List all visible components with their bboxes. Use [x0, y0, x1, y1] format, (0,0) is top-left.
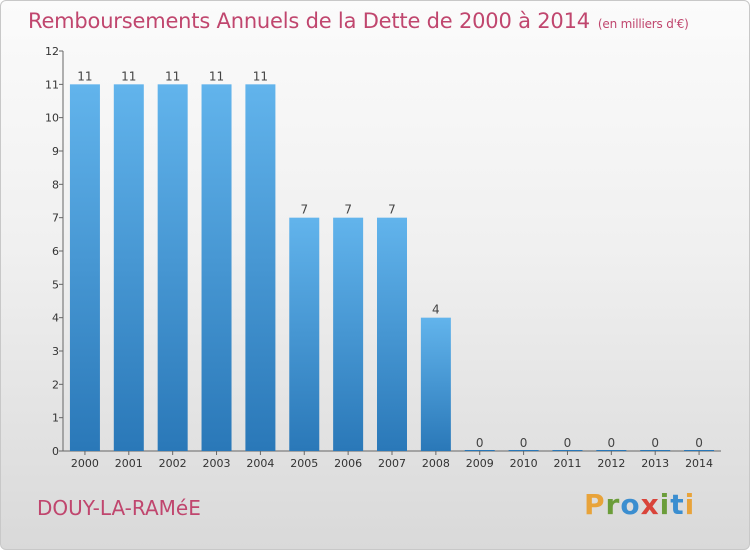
bar	[552, 450, 583, 451]
bar-value-label: 7	[300, 203, 308, 217]
bar	[596, 450, 627, 451]
bar	[508, 450, 539, 451]
x-tick-label: 2000	[71, 457, 99, 470]
bar	[377, 217, 407, 451]
bar	[157, 84, 188, 451]
bar-value-label: 7	[388, 203, 396, 217]
bar-value-label: 7	[344, 203, 352, 217]
y-tick-label: 12	[45, 45, 59, 58]
y-tick-label: 4	[52, 312, 59, 325]
y-tick-label: 7	[52, 212, 59, 225]
y-tick-label: 1	[52, 412, 59, 425]
bar	[464, 450, 495, 451]
bar	[113, 84, 144, 451]
x-tick-label: 2010	[510, 457, 538, 470]
commune-name: DOUY-LA-RAMéE	[37, 496, 201, 520]
bar	[640, 450, 671, 451]
bar-value-label: 0	[695, 436, 703, 450]
y-tick-label: 0	[52, 445, 59, 458]
logo-letter: t	[670, 488, 685, 521]
bar	[420, 317, 451, 451]
bar-value-label: 0	[476, 436, 484, 450]
logo-letter: r	[605, 488, 621, 521]
bar-value-label: 11	[253, 69, 268, 83]
bar-value-label: 0	[564, 436, 572, 450]
y-tick-label: 11	[45, 78, 59, 91]
chart-title: Remboursements Annuels de la Dette de 20…	[28, 9, 689, 33]
y-tick-label: 6	[52, 245, 59, 258]
x-tick-label: 2011	[553, 457, 581, 470]
bar	[69, 84, 100, 451]
bar	[333, 217, 364, 451]
logo-letter: x	[640, 488, 660, 521]
bar-value-label: 0	[651, 436, 659, 450]
x-tick-label: 2008	[422, 457, 450, 470]
x-tick-label: 2014	[685, 457, 713, 470]
x-tick-label: 2001	[115, 457, 143, 470]
proxiti-logo: Proxiti	[584, 488, 695, 521]
bar-value-label: 0	[608, 436, 616, 450]
y-tick-label: 3	[52, 345, 59, 358]
x-tick-label: 2012	[597, 457, 625, 470]
x-tick-label: 2006	[334, 457, 362, 470]
chart-unit: (en milliers d'€)	[597, 17, 689, 31]
x-tick-label: 2007	[378, 457, 406, 470]
logo-letter: i	[684, 488, 696, 521]
bar	[289, 217, 320, 451]
y-tick-label: 10	[45, 112, 59, 125]
y-tick-label: 5	[52, 278, 59, 291]
bar	[201, 84, 232, 451]
x-tick-label: 2009	[466, 457, 494, 470]
bar-value-label: 4	[432, 303, 440, 317]
logo-letter: P	[584, 488, 606, 521]
chart-title-text: Remboursements Annuels de la Dette de 20…	[28, 9, 590, 33]
bar-value-label: 11	[209, 69, 224, 83]
bar-value-label: 11	[165, 69, 180, 83]
logo-letter: i	[659, 488, 671, 521]
bar-value-label: 11	[121, 69, 136, 83]
bar	[245, 84, 276, 451]
bar	[684, 450, 715, 451]
x-tick-label: 2005	[290, 457, 318, 470]
logo-letter: o	[620, 488, 641, 521]
y-tick-label: 2	[52, 378, 59, 391]
bar-value-label: 0	[520, 436, 528, 450]
x-tick-label: 2013	[641, 457, 669, 470]
x-tick-label: 2002	[159, 457, 187, 470]
x-tick-label: 2004	[246, 457, 274, 470]
y-tick-label: 9	[52, 145, 59, 158]
y-tick-label: 8	[52, 178, 59, 191]
x-tick-label: 2003	[203, 457, 231, 470]
bar-value-label: 11	[77, 69, 92, 83]
